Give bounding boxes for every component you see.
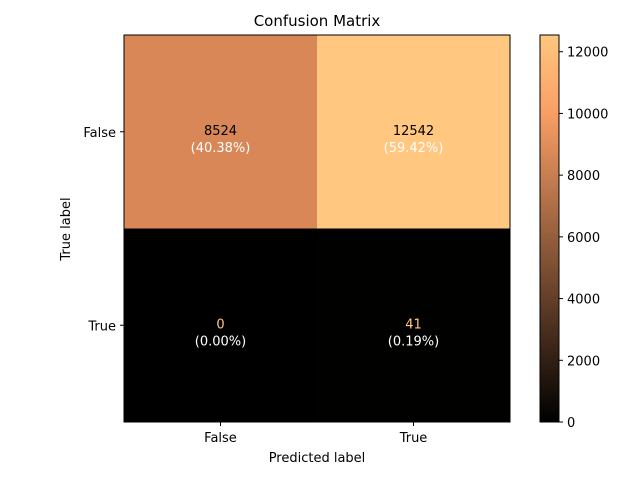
colorbar-tick-label: 12000: [567, 46, 608, 61]
cell-percent-label-0-0: (40.38%): [191, 141, 251, 156]
colorbar-tick-label: 6000: [567, 231, 600, 246]
y-axis-title: True label: [59, 197, 74, 261]
cell-count-label-1-1: 41: [405, 317, 422, 332]
colorbar-tick-label: 0: [567, 416, 575, 431]
matrix-cell-0-1: [317, 35, 511, 229]
x-tick-label: False: [204, 431, 237, 446]
y-axis: False True: [83, 126, 124, 334]
chart-title: Confusion Matrix: [254, 12, 381, 30]
colorbar: [539, 34, 560, 423]
cell-percent-label-1-0: (0.00%): [195, 334, 246, 349]
colorbar-tick-label: 10000: [567, 107, 608, 122]
cell-count-label-1-0: 0: [216, 317, 224, 332]
cell-count-label-0-1: 12542: [393, 124, 434, 139]
matrix-cell-1-1: [317, 228, 511, 423]
y-tick-label: True: [87, 319, 116, 334]
colorbar-tick-label: 4000: [567, 293, 600, 308]
x-tick-label: True: [399, 431, 428, 446]
y-tick-label: False: [83, 126, 116, 141]
cell-count-label-0-0: 8524: [204, 124, 237, 139]
colorbar-tick-label: 8000: [567, 169, 600, 184]
matrix-frame: [123, 34, 511, 423]
matrix-cell-1-0: [124, 228, 318, 423]
matrix-cells: [124, 35, 511, 423]
cell-percent-label-1-1: (0.19%): [388, 334, 439, 349]
colorbar-tick-label: 2000: [567, 354, 600, 369]
matrix-cell-labels: 8524 (40.38%) 12542 (59.42%) 0 (0.00%) 41 (0.19…: [191, 124, 444, 350]
x-axis: False True: [204, 422, 427, 446]
colorbar-ticks: 0 2000 4000 6000 8000 10000 12000: [559, 46, 608, 431]
x-axis-title: Predicted label: [269, 451, 366, 466]
matrix-cell-0-0: [124, 35, 318, 229]
cell-percent-label-0-1: (59.42%): [384, 141, 444, 156]
